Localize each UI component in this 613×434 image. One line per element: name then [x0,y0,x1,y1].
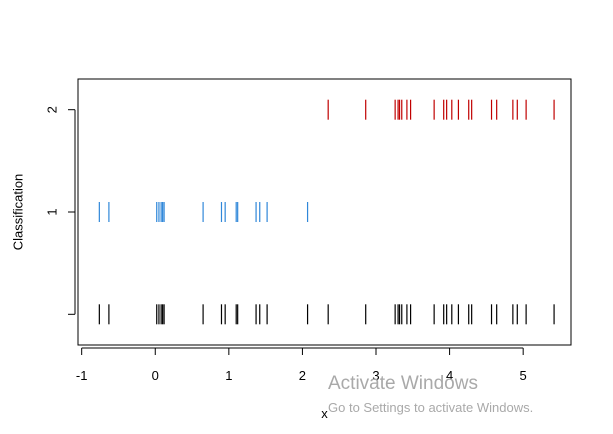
watermark-subtitle: Go to Settings to activate Windows. [328,400,534,415]
x-tick-label: 5 [520,368,527,383]
y-tick-label: 1 [45,208,60,215]
x-tick-label: 2 [299,368,306,383]
x-tick-label: -1 [76,368,88,383]
x-axis: -1 0 1 2 3 4 5 [76,347,527,383]
x-tick-label: 0 [152,368,159,383]
y-axis-title: Classification [11,174,26,251]
y-axis: 12 [45,106,76,315]
plot-area-frame [77,78,572,346]
watermark-title: Activate Windows [328,373,478,394]
data-marks [98,99,555,325]
x-tick-label: 4 [446,368,453,383]
x-tick-label: 1 [225,368,232,383]
y-tick-label: 2 [45,106,60,113]
x-axis-title: x [321,406,328,421]
x-tick-label: 3 [372,368,379,383]
